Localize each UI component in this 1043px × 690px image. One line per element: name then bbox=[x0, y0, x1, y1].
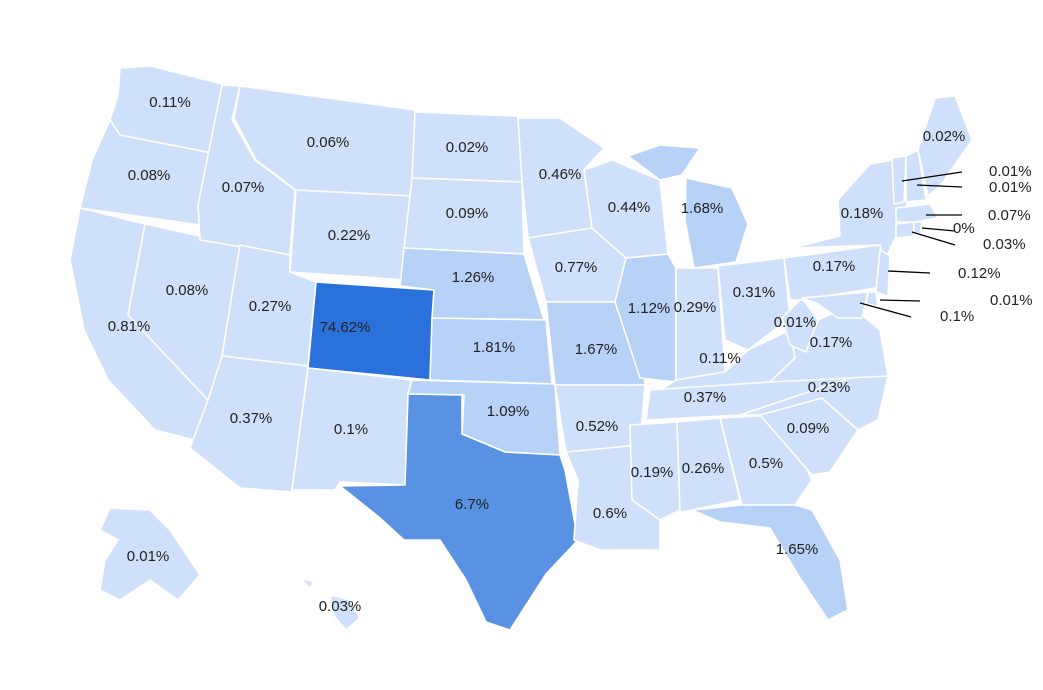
state-pa[interactable] bbox=[783, 244, 889, 301]
state-label-ca: 0.81% bbox=[108, 318, 151, 335]
state-label-wa: 0.11% bbox=[149, 94, 190, 111]
state-label-id: 0.07% bbox=[222, 179, 265, 196]
state-label-ne: 1.26% bbox=[452, 269, 495, 286]
state-ri[interactable] bbox=[913, 221, 923, 235]
state-label-va: 0.17% bbox=[810, 334, 853, 351]
state-fl[interactable] bbox=[691, 504, 849, 621]
state-label-pa: 0.17% bbox=[813, 258, 856, 275]
state-label-ri: 0% bbox=[953, 220, 975, 237]
state-label-ia: 0.77% bbox=[555, 259, 598, 276]
state-label-wv: 0.01% bbox=[774, 314, 817, 331]
state-label-az: 0.37% bbox=[230, 410, 273, 427]
state-label-tx: 6.7% bbox=[455, 496, 489, 513]
state-label-la: 0.6% bbox=[593, 505, 627, 522]
state-label-ny: 0.18% bbox=[841, 205, 884, 222]
state-md[interactable] bbox=[801, 291, 869, 319]
leader-line-nj bbox=[887, 270, 931, 274]
state-nj[interactable] bbox=[875, 249, 891, 297]
state-label-ct: 0.03% bbox=[983, 236, 1026, 253]
state-tx[interactable] bbox=[339, 393, 579, 631]
state-ct[interactable] bbox=[895, 221, 915, 239]
state-label-ut: 0.27% bbox=[249, 298, 292, 315]
state-label-ak: 0.01% bbox=[127, 548, 170, 565]
state-label-mt: 0.06% bbox=[307, 134, 350, 151]
state-label-hi: 0.03% bbox=[319, 598, 362, 615]
state-label-ok: 1.09% bbox=[487, 403, 530, 420]
state-label-oh: 0.31% bbox=[733, 284, 776, 301]
state-label-nc: 0.23% bbox=[808, 379, 851, 396]
state-label-in: 0.29% bbox=[674, 299, 717, 316]
state-ak[interactable] bbox=[99, 507, 201, 601]
leader-line-ri bbox=[921, 227, 956, 232]
state-label-nv: 0.08% bbox=[166, 282, 209, 299]
leader-line-md bbox=[859, 302, 912, 318]
state-label-ga: 0.5% bbox=[749, 455, 783, 472]
state-label-or: 0.08% bbox=[128, 167, 171, 184]
state-label-wy: 0.22% bbox=[328, 227, 371, 244]
state-label-me: 0.02% bbox=[923, 128, 966, 145]
state-shapes bbox=[69, 65, 973, 631]
state-label-vt: 0.01% bbox=[989, 163, 1032, 180]
state-label-tn: 0.37% bbox=[684, 389, 727, 406]
leader-line-ct bbox=[911, 231, 956, 246]
state-label-ma: 0.07% bbox=[988, 207, 1031, 224]
leader-line-de bbox=[879, 299, 921, 302]
state-label-sd: 0.09% bbox=[446, 205, 489, 222]
state-label-ms: 0.19% bbox=[631, 464, 674, 481]
state-label-mi: 1.68% bbox=[681, 200, 724, 217]
state-oh[interactable] bbox=[717, 257, 791, 351]
state-ma[interactable] bbox=[895, 203, 939, 223]
state-label-fl: 1.65% bbox=[776, 541, 819, 558]
state-label-ky: 0.11% bbox=[699, 350, 740, 367]
state-label-wi: 0.44% bbox=[608, 199, 651, 216]
label-leader-lines bbox=[859, 171, 963, 318]
state-label-ar: 0.52% bbox=[576, 418, 619, 435]
state-label-nj: 0.12% bbox=[958, 265, 1001, 282]
state-label-al: 0.26% bbox=[682, 460, 725, 477]
state-label-sc: 0.09% bbox=[787, 420, 830, 437]
state-me[interactable] bbox=[917, 95, 973, 197]
leader-line-vt bbox=[901, 171, 963, 182]
state-vt[interactable] bbox=[891, 155, 907, 205]
leader-line-nh bbox=[916, 184, 963, 188]
state-label-nh: 0.01% bbox=[989, 179, 1032, 196]
state-labels: 0.11% 0.08% 0.81% 0.08% 0.07% 0.06% 0.22% 0.27%… bbox=[108, 94, 1033, 615]
state-label-nd: 0.02% bbox=[446, 139, 489, 156]
state-label-de: 0.01% bbox=[990, 292, 1033, 309]
state-label-mo: 1.67% bbox=[575, 341, 618, 358]
state-va[interactable] bbox=[769, 304, 889, 383]
state-hi[interactable] bbox=[299, 577, 361, 631]
state-label-il: 1.12% bbox=[628, 300, 671, 317]
state-ms[interactable] bbox=[629, 421, 681, 521]
state-mi[interactable] bbox=[627, 144, 749, 269]
state-label-co: 74.62% bbox=[320, 319, 371, 336]
state-label-nm: 0.1% bbox=[334, 421, 368, 438]
state-label-ks: 1.81% bbox=[473, 339, 516, 356]
state-label-md: 0.1% bbox=[940, 308, 974, 325]
state-nh[interactable] bbox=[905, 149, 927, 203]
state-label-mn: 0.46% bbox=[539, 166, 582, 183]
state-wv[interactable] bbox=[781, 297, 819, 353]
state-al[interactable] bbox=[676, 417, 741, 513]
